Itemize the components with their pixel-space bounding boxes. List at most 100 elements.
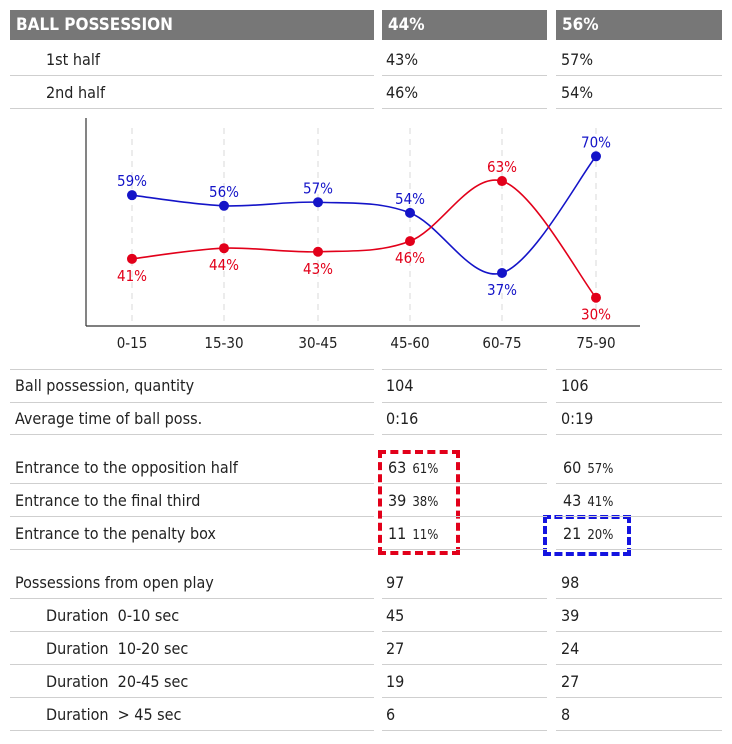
- x-tick-label: 75-90: [576, 334, 615, 352]
- row-divider: [382, 598, 547, 599]
- entrance-third-team2: 43 41%: [563, 485, 613, 517]
- duration-0-10-team2: 39: [561, 606, 580, 625]
- entrance-box-team2-value: 21: [563, 524, 582, 543]
- row-divider: [382, 730, 547, 731]
- data-label: 63%: [487, 158, 517, 176]
- row-divider: [382, 108, 547, 109]
- row-divider: [10, 108, 374, 109]
- row-divider: [10, 75, 374, 76]
- half1-team2: 57%: [561, 50, 593, 69]
- entrance-half-team2-value: 60: [563, 458, 582, 477]
- row-divider: [10, 483, 374, 484]
- row-divider: [556, 598, 722, 599]
- x-tick-label: 0-15: [117, 334, 148, 352]
- data-point: [127, 190, 137, 201]
- entrance-third-team2-pct: 41%: [587, 495, 614, 510]
- row-divider: [556, 549, 722, 550]
- x-tick-label: 30-45: [298, 334, 337, 352]
- series-line-0: [131, 155, 597, 275]
- row-divider: [556, 434, 722, 435]
- row-divider: [382, 434, 547, 435]
- header-team1-cell: 44%: [382, 10, 547, 40]
- row-divider: [382, 75, 547, 76]
- data-point: [497, 176, 507, 187]
- entrance-half-team1: 63 61%: [388, 452, 438, 484]
- row-divider: [382, 402, 547, 403]
- header-team2: 56%: [562, 15, 599, 35]
- series-line-1: [131, 179, 597, 299]
- entrance-third-team1-pct: 38%: [412, 495, 439, 510]
- half2-label: 2nd half: [46, 83, 105, 102]
- duration-45plus-label: Duration > 45 sec: [46, 705, 182, 724]
- stat-avgtime-label: Average time of ball poss.: [15, 409, 203, 428]
- entrance-third-team1-value: 39: [388, 491, 407, 510]
- duration-10-20-team1: 27: [386, 639, 405, 658]
- row-divider: [556, 402, 722, 403]
- row-divider: [556, 369, 722, 370]
- row-divider: [556, 483, 722, 484]
- data-label: 57%: [303, 179, 333, 197]
- stat-quantity-label: Ball possession, quantity: [15, 376, 195, 395]
- entrance-half-team1-pct: 61%: [412, 462, 439, 477]
- row-divider: [10, 402, 374, 403]
- header-label: BALL POSSESSION: [16, 15, 173, 35]
- stat-avgtime-team1: 0:16: [386, 409, 419, 428]
- entrance-third-label: Entrance to the final third: [15, 491, 201, 510]
- row-divider: [556, 108, 722, 109]
- data-point: [497, 267, 507, 278]
- row-divider: [10, 664, 374, 665]
- half1-team1: 43%: [386, 50, 418, 69]
- data-label: 59%: [117, 172, 147, 190]
- entrance-box-team2-pct: 20%: [587, 528, 614, 543]
- duration-0-10-team1: 45: [386, 606, 405, 625]
- duration-45plus-team2: 8: [561, 705, 571, 724]
- duration-20-45-team2: 27: [561, 672, 580, 691]
- data-label: 43%: [303, 260, 333, 278]
- data-label: 44%: [209, 256, 239, 274]
- stat-quantity-team2: 106: [561, 376, 589, 395]
- row-divider: [10, 549, 374, 550]
- entrance-third-team1: 39 38%: [388, 485, 438, 517]
- entrance-box-team1: 11 11%: [388, 518, 438, 550]
- data-point: [127, 253, 137, 264]
- entrance-third-team2-value: 43: [563, 491, 582, 510]
- entrance-half-label: Entrance to the opposition half: [15, 458, 238, 477]
- row-divider: [10, 369, 374, 370]
- x-tick-label: 15-30: [204, 334, 243, 352]
- header-label-cell: BALL POSSESSION: [10, 10, 374, 40]
- data-point: [591, 151, 601, 162]
- row-divider: [10, 697, 374, 698]
- entrance-box-team2: 21 20%: [563, 518, 613, 550]
- duration-20-45-label: Duration 20-45 sec: [46, 672, 189, 691]
- row-divider: [556, 730, 722, 731]
- data-label: 30%: [581, 306, 611, 324]
- entrance-half-team1-value: 63: [388, 458, 407, 477]
- half2-team2: 54%: [561, 83, 593, 102]
- data-point: [313, 197, 323, 208]
- duration-10-20-team2: 24: [561, 639, 580, 658]
- row-divider: [556, 75, 722, 76]
- open-play-team2: 98: [561, 573, 580, 592]
- row-divider: [10, 598, 374, 599]
- data-label: 37%: [487, 281, 517, 299]
- row-divider: [556, 631, 722, 632]
- entrance-half-team2: 60 57%: [563, 452, 613, 484]
- header-team1: 44%: [388, 15, 425, 35]
- data-point: [405, 207, 415, 218]
- row-divider: [556, 697, 722, 698]
- duration-20-45-team1: 19: [386, 672, 405, 691]
- row-divider: [382, 516, 547, 517]
- entrance-half-team2-pct: 57%: [587, 462, 614, 477]
- data-point: [219, 200, 229, 211]
- data-point: [313, 246, 323, 257]
- half2-team1: 46%: [386, 83, 418, 102]
- row-divider: [10, 631, 374, 632]
- row-divider: [556, 516, 722, 517]
- header-team2-cell: 56%: [556, 10, 722, 40]
- data-point: [219, 243, 229, 254]
- team2-penalty-box-highlight: [543, 515, 631, 556]
- x-tick-label: 60-75: [482, 334, 521, 352]
- data-label: 54%: [395, 190, 425, 208]
- row-divider: [382, 549, 547, 550]
- stat-quantity-team1: 104: [386, 376, 414, 395]
